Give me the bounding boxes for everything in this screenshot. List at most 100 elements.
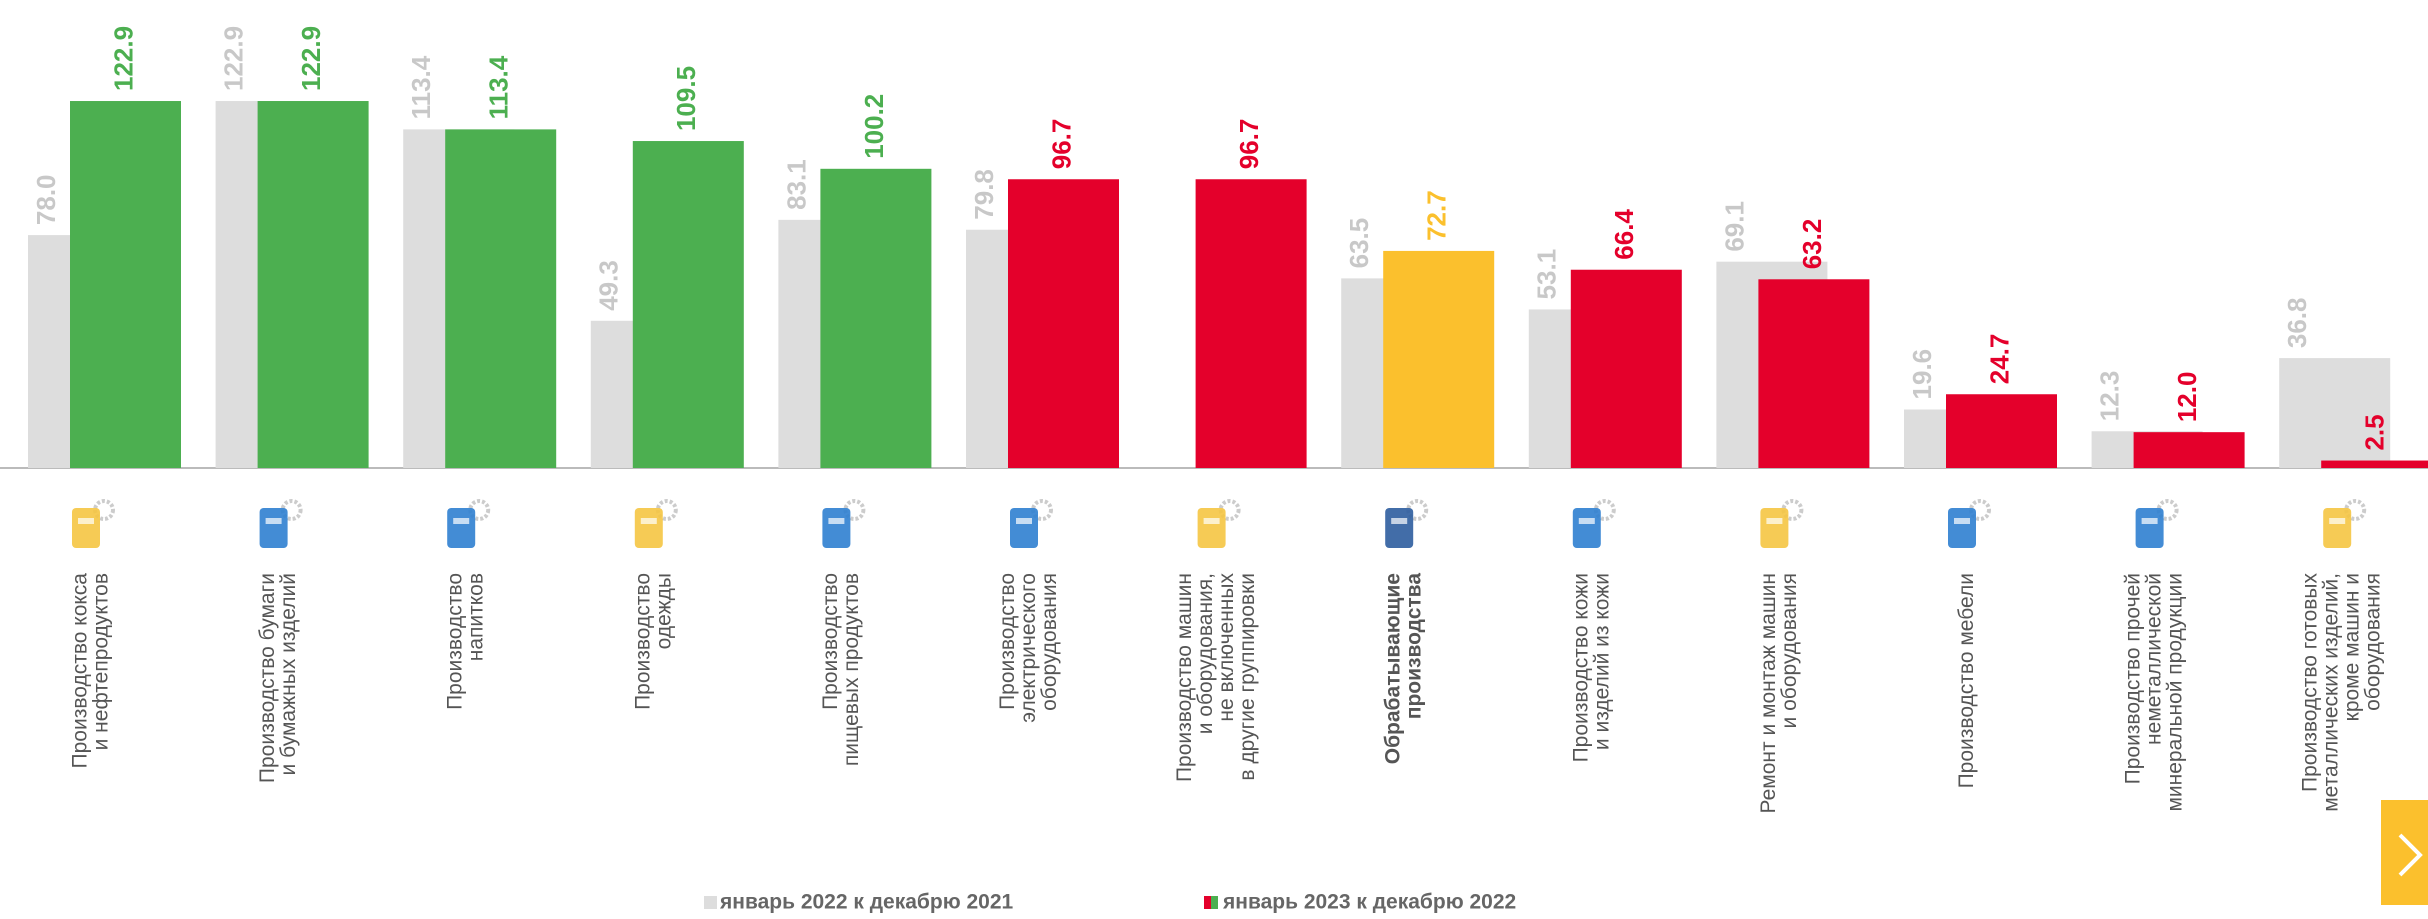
icon-body: [259, 508, 288, 548]
icon-gear: [1218, 499, 1241, 521]
category-label-line: Производство кожи: [1569, 573, 1592, 762]
bar: [1008, 179, 1119, 469]
chevron-icon[interactable]: [2398, 833, 2423, 877]
icon-body: [1010, 508, 1038, 548]
icon-detail: [1203, 518, 1220, 524]
value-label: 53.1: [1532, 249, 1562, 300]
category-label: Производство машини оборудования,не вклю…: [1173, 573, 1259, 783]
icon-detail: [1578, 518, 1595, 524]
next-button[interactable]: [2381, 800, 2428, 905]
category-label-line: электрического: [1017, 573, 1040, 723]
icon-gear: [1969, 499, 1991, 521]
icon-gear: [1031, 499, 1053, 521]
value-label: 2.5: [2360, 414, 2390, 450]
category-label-line: и бумажных изделий: [277, 573, 300, 775]
category-icon: [1572, 499, 1616, 548]
icon-detail: [640, 518, 657, 524]
bar: [2279, 358, 2391, 468]
legend: январь 2022 к декабрю 2021 январь 2023 к…: [704, 891, 1516, 914]
icon-body: [634, 508, 663, 548]
value-label: 69.1: [1719, 201, 1749, 252]
icon-body: [2135, 508, 2164, 548]
category-icon: [259, 499, 303, 548]
value-label: 122.9: [108, 26, 138, 91]
legend-swatch: [1204, 896, 1211, 909]
category-label-line: Производство машин: [1173, 573, 1196, 782]
next-button-bg[interactable]: [2381, 800, 2428, 905]
category-icon: [2135, 499, 2179, 548]
bar: [632, 141, 744, 468]
value-label: 49.3: [594, 260, 624, 311]
category-label-line: Производство: [444, 573, 467, 710]
category-icon: [1760, 499, 1804, 548]
bar: [70, 101, 181, 468]
icon-gear: [93, 499, 115, 521]
category-label-line: одежды: [652, 573, 675, 649]
value-label: 63.5: [1344, 218, 1374, 269]
value-label: 109.5: [671, 66, 701, 131]
category-label-line: оборудования: [1038, 573, 1061, 711]
category-label-line: Производство мебели: [1955, 573, 1978, 788]
value-label: 122.9: [296, 26, 326, 91]
value-label: 78.0: [31, 174, 61, 225]
category-icon: [634, 499, 678, 548]
category-label-line: пищевых продуктов: [840, 573, 863, 766]
bar: [1758, 279, 1870, 468]
icon-detail: [453, 518, 470, 524]
category-icon: [1010, 499, 1053, 548]
category-label: Ремонт и монтаж машини оборудования: [1757, 573, 1801, 813]
icon-detail: [1954, 518, 1970, 524]
category-label-line: и изделий из кожи: [1590, 573, 1613, 750]
category-label-line: Производство кокса: [69, 573, 92, 769]
bar: [1946, 394, 2057, 468]
icon-detail: [2329, 518, 2346, 524]
category-label: Производство кожии изделий из кожи: [1569, 573, 1613, 762]
value-label: 100.2: [859, 94, 889, 159]
category-label: Производствопищевых продуктов: [819, 573, 863, 766]
value-label: 96.7: [1234, 119, 1264, 170]
category-label-line: Производство готовых: [2299, 573, 2322, 792]
bar: [2321, 460, 2428, 468]
category-label-line: Ремонт и монтаж машин: [1757, 573, 1780, 813]
value-label: 96.7: [1046, 119, 1076, 170]
category-icon: [1197, 499, 1241, 548]
category-icon: [822, 499, 866, 548]
value-label: 72.7: [1422, 190, 1452, 241]
category-label-line: Производство бумаги: [256, 573, 279, 783]
category-label-line: производства: [1403, 573, 1426, 720]
category-label-line: металлических изделий,: [2320, 573, 2343, 812]
icon-body: [822, 508, 851, 548]
category-icon: [1948, 499, 1991, 548]
bar: [1383, 250, 1495, 468]
value-label: 113.4: [406, 55, 436, 119]
value-label: 12.0: [2172, 372, 2202, 423]
icon-detail: [2141, 518, 2158, 524]
icon-body: [1197, 508, 1226, 548]
bar: [1195, 179, 1307, 469]
category-label-line: Производство: [631, 573, 654, 710]
icon-gear: [468, 499, 491, 521]
category-icon: [447, 499, 491, 548]
icon-body: [1572, 508, 1601, 548]
icon-gear: [1781, 499, 1804, 521]
category-label-line: кроме машин и: [2341, 573, 2364, 721]
value-label: 36.8: [2282, 298, 2312, 349]
category-label-line: Обрабатывающие: [1382, 573, 1405, 764]
value-label: 63.2: [1797, 219, 1827, 270]
category-label-line: оборудования: [2362, 573, 2385, 711]
icon-detail: [265, 518, 282, 524]
category-label: Производство прочейнеметаллическойминера…: [2122, 573, 2187, 812]
category-label-line: Производство прочей: [2122, 573, 2145, 784]
icon-detail: [828, 518, 845, 524]
value-label: 113.4: [484, 55, 514, 119]
icon-gear: [655, 499, 678, 521]
category-icon: [1385, 499, 1429, 548]
icon-detail: [1016, 518, 1032, 524]
category-label-line: не включенных: [1215, 573, 1238, 722]
icon-body: [447, 508, 476, 548]
category-label-line: напитков: [465, 573, 488, 661]
icon-body: [1385, 508, 1414, 548]
bar: [1570, 269, 1682, 468]
value-label: 79.8: [969, 169, 999, 220]
icon-gear: [2344, 499, 2367, 521]
